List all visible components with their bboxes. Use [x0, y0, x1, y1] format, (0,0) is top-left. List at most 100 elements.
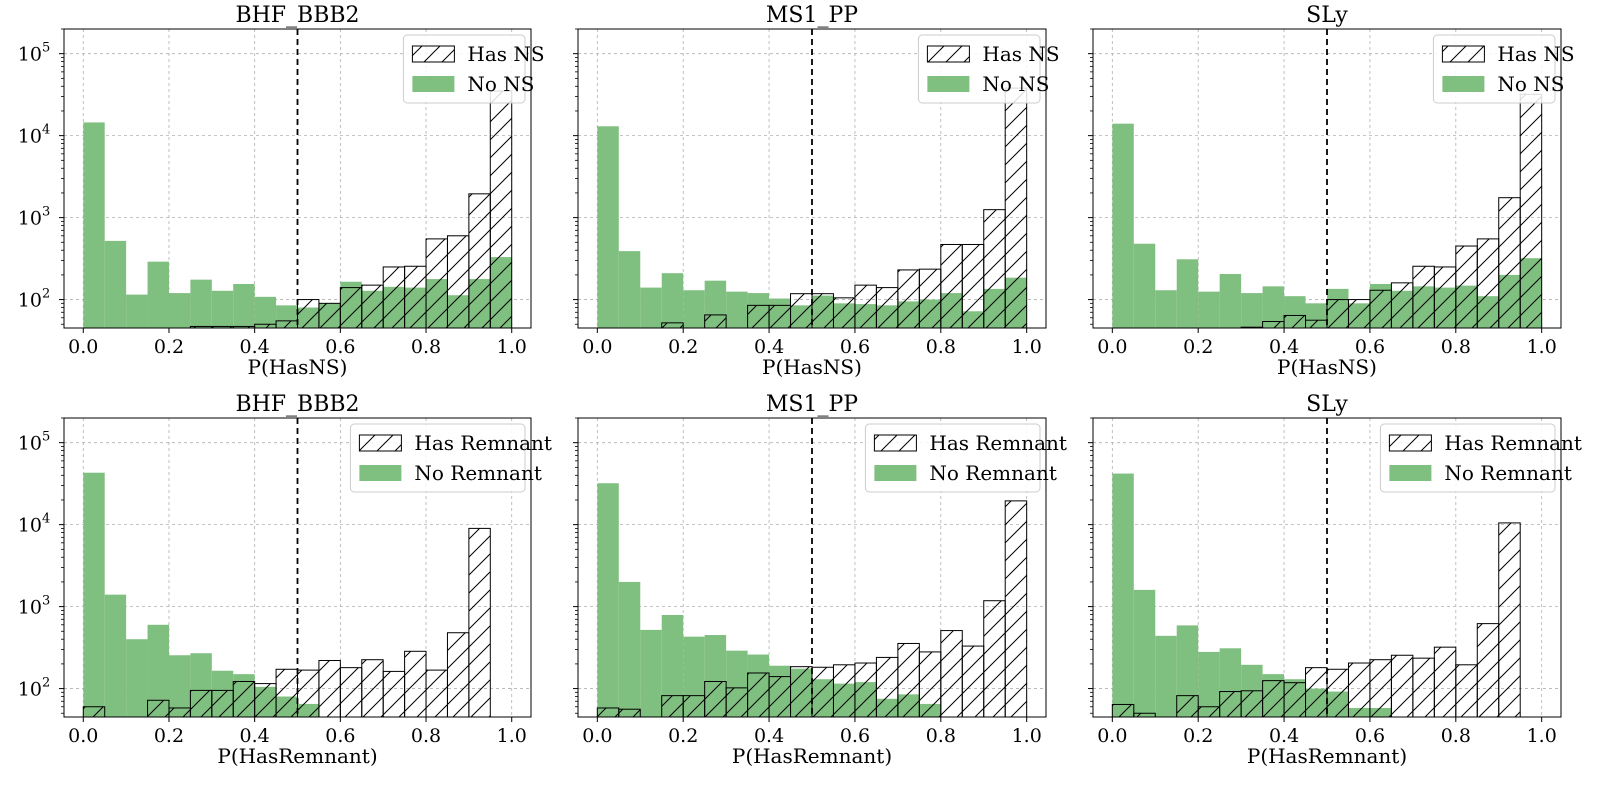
bar-has-bin-16: [940, 243, 963, 328]
bar-no-bin-1: [1133, 243, 1156, 328]
legend-swatch-no: [927, 76, 970, 92]
bar-has-bin-15: [1433, 646, 1457, 717]
bar-has-bin-4: [1197, 706, 1221, 717]
legend-label-has: Has NS: [982, 42, 1059, 66]
bar-has-bin-19: [1519, 93, 1543, 328]
bar-no-bin-2: [126, 294, 148, 328]
bar-has-bin-11: [318, 660, 341, 717]
bar-has-bin-15: [404, 650, 427, 717]
bar-has-bin-17: [446, 632, 470, 717]
bar-no-bin-8: [254, 296, 277, 328]
bars: [1112, 93, 1543, 328]
bar-no-bin-7: [233, 283, 255, 328]
x-tick-label: 1.0: [497, 725, 527, 747]
legend-label-has: Has Remnant: [414, 431, 552, 455]
bar-has-bin-17: [1476, 623, 1500, 717]
bar-no-bin-4: [168, 293, 191, 328]
bar-no-bin-3: [661, 273, 684, 328]
bar-has-bin-3: [661, 322, 684, 328]
legend: Has NS No NS: [402, 34, 545, 104]
bar-has-bin-16: [425, 669, 448, 717]
bar-has-bin-0: [596, 707, 620, 717]
x-axis-label: P(HasNS): [248, 355, 348, 379]
y-tick-label: 103: [18, 594, 50, 619]
bar-no-bin-0: [597, 483, 619, 717]
bar-has-bin-14: [1412, 265, 1435, 328]
bars: [82, 472, 491, 717]
legend-label-has: Has NS: [1497, 42, 1574, 66]
bar-has-bin-12: [1369, 659, 1392, 717]
bar-has-bin-14: [382, 670, 406, 717]
bar-has-bin-14: [897, 269, 920, 328]
bar-no-bin-0: [83, 472, 105, 717]
x-tick-label: 0.2: [154, 725, 184, 747]
legend: Has Remnant No Remnant: [1379, 423, 1582, 493]
y-tick-label: 102: [18, 287, 50, 312]
bar-has-bin-16: [940, 630, 963, 717]
x-tick-label: 1.0: [1012, 336, 1042, 358]
bar-no-bin-1: [104, 594, 127, 717]
bar-has-bin-10: [297, 299, 320, 328]
bars: [596, 483, 1028, 717]
bar-has-bin-0: [82, 706, 106, 717]
x-tick-label: 0.2: [668, 725, 698, 747]
bar-has-bin-10: [1326, 668, 1349, 717]
legend-swatch-has: [873, 434, 917, 452]
x-tick-label: 0.6: [840, 336, 870, 358]
legend-swatch-has: [1441, 45, 1485, 63]
bar-has-bin-3: [147, 699, 170, 717]
bar-has-bin-19: [489, 90, 513, 328]
bar-no-bin-1: [618, 581, 641, 717]
bar-no-bin-3: [1176, 625, 1199, 717]
bar-has-bin-7: [1262, 680, 1285, 717]
x-axis-label: P(HasNS): [762, 355, 862, 379]
panel-2: 0.0 0.2 0.4 0.6 0.8 1.0 MS1_PP P(HasNS) Has NS No…: [573, 3, 1060, 379]
bar-has-bin-13: [361, 284, 384, 328]
legend-label-no: No Remnant: [929, 461, 1056, 485]
bar-has-bin-15: [1433, 266, 1457, 328]
bar-has-bin-18: [983, 600, 1006, 717]
legend-label-has: Has Remnant: [1444, 431, 1582, 455]
bar-no-bin-2: [126, 639, 148, 717]
bar-has-bin-12: [854, 662, 877, 717]
bar-has-bin-7: [232, 680, 256, 717]
legend-swatch-no: [1389, 465, 1432, 481]
bar-has-bin-10: [811, 666, 834, 717]
bar-has-bin-16: [1455, 245, 1478, 328]
bar-has-bin-11: [1347, 662, 1371, 717]
x-tick-label: 0.6: [1355, 725, 1385, 747]
bars: [597, 87, 1028, 328]
panel-5: 0.0 0.2 0.4 0.6 0.8 1.0 MS1_PP P(HasRemnant) Has…: [573, 392, 1067, 768]
bar-has-bin-11: [1347, 299, 1371, 328]
bar-has-bin-6: [1240, 690, 1264, 717]
legend-swatch-no: [1442, 76, 1485, 92]
bar-no-bin-6: [1241, 293, 1263, 328]
x-tick-label: 0.8: [411, 725, 441, 747]
x-tick-label: 0.4: [1269, 336, 1299, 358]
x-tick-label: 0.8: [926, 725, 956, 747]
bar-has-bin-12: [854, 284, 877, 328]
bar-has-bin-8: [768, 676, 792, 717]
x-axis-label: P(HasRemnant): [732, 744, 892, 768]
bar-no-bin-3: [1176, 259, 1199, 328]
bar-has-bin-7: [1262, 321, 1285, 328]
bar-has-bin-18: [468, 527, 491, 717]
legend-label-no: No NS: [1497, 72, 1564, 96]
bar-has-bin-12: [339, 667, 363, 717]
y-tick-label: 104: [18, 512, 50, 537]
panel-6: 0.0 0.2 0.4 0.6 0.8 1.0 SLy P(HasRemnant) Has Re…: [1088, 392, 1582, 768]
x-tick-label: 1.0: [1527, 725, 1557, 747]
bar-no-bin-7: [1262, 286, 1285, 328]
bar-has-bin-13: [1390, 282, 1414, 328]
bar-has-bin-11: [832, 664, 856, 717]
bar-no-bin-3: [147, 624, 169, 717]
bar-no-bin-0: [1112, 473, 1134, 717]
bar-has-bin-3: [661, 695, 684, 717]
panel-4: 0.0 0.2 0.4 0.6 0.8 1.0 102 103 104 105 BHF_BBB2 P(…: [18, 392, 552, 768]
legend: Has NS No NS: [917, 34, 1060, 104]
bar-has-bin-3: [1176, 695, 1199, 717]
x-tick-label: 0.0: [582, 725, 612, 747]
bar-has-bin-9: [790, 666, 813, 717]
x-axis-label: P(HasRemnant): [217, 744, 377, 768]
